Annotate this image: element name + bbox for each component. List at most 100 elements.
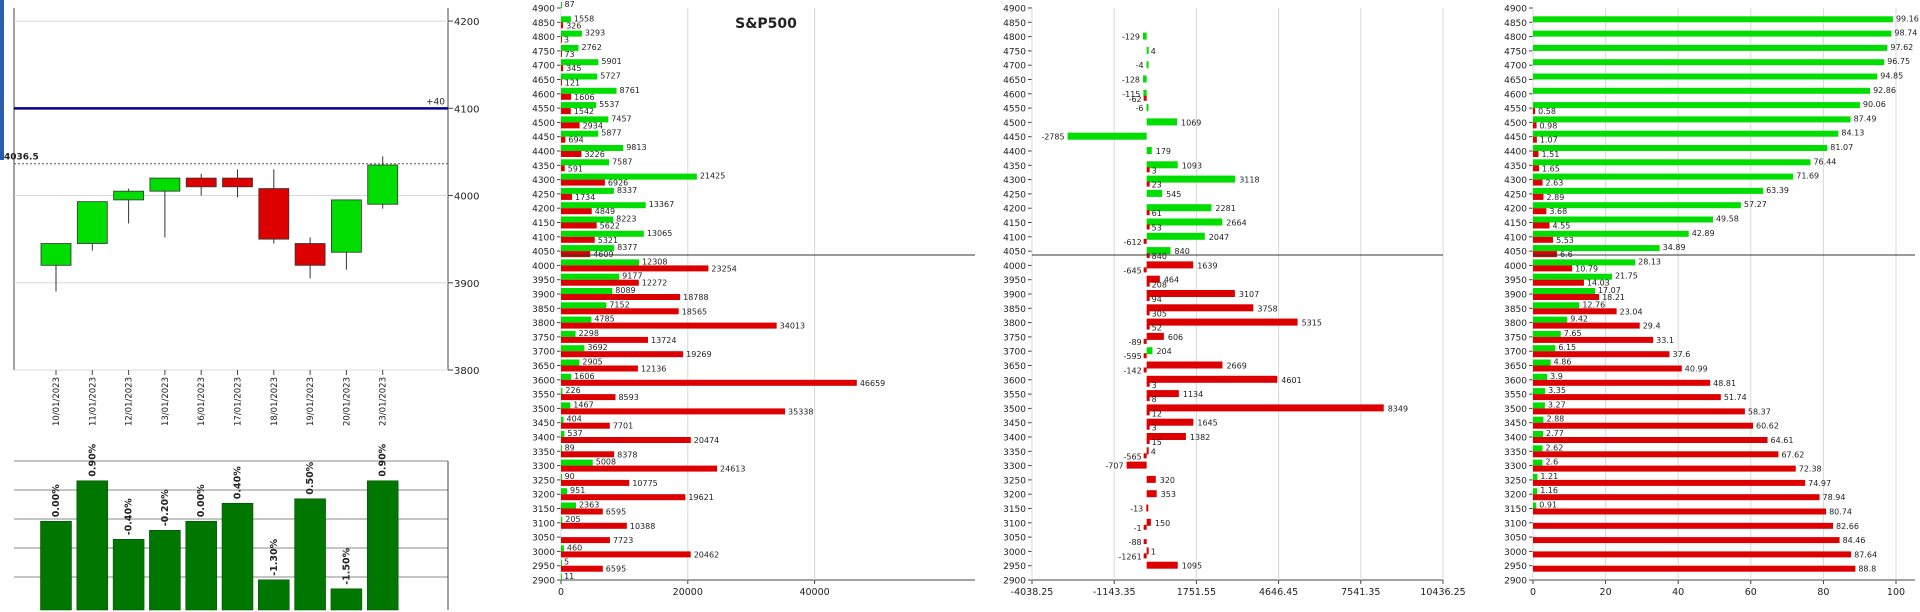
volume-put-bar [561, 108, 571, 115]
volume-call-label: 9813 [626, 143, 646, 152]
prob-put-label: 10.79 [1575, 264, 1598, 273]
net-bar [1146, 447, 1149, 455]
volume-put-label: 20474 [694, 436, 719, 445]
net-bar [1146, 218, 1223, 226]
volume-call-label: 87 [565, 0, 575, 9]
candles-x-tick-label: 13/01/2023 [161, 377, 171, 426]
prob-put-label: 67.62 [1781, 450, 1804, 459]
net-bar-label: -115 [1122, 90, 1140, 99]
prob-call-label: 28.13 [1638, 257, 1661, 266]
volume-call-label: 13065 [647, 229, 672, 238]
volume-put-bar [561, 279, 639, 286]
volume-y-tick-label: 4200 [532, 205, 555, 215]
volume-y-tick-label: 4000 [532, 262, 555, 272]
prob-y-tick-label: 3650 [1504, 362, 1527, 372]
candlestick-chart: 4200 4100 4000 3900 3800 +40 4036.5 10/01/2023 1… [4, 8, 479, 426]
volume-put-label: 326 [566, 21, 581, 30]
net-small-bar [1146, 167, 1150, 173]
volume-y-tick-label: 3800 [532, 319, 555, 329]
volume-call-bar [561, 245, 615, 252]
volume-y-tick-label: 3250 [532, 476, 555, 486]
volume-y-tick-label: 3500 [532, 405, 555, 415]
volume-put-bar [561, 165, 565, 172]
prob-call-bar [1533, 416, 1544, 423]
prob-y-tick-label: 3550 [1504, 391, 1527, 401]
net-bar-label: 3118 [1239, 176, 1259, 185]
volume-put-bar [561, 465, 718, 472]
prob-put-label: 2.89 [1546, 193, 1564, 202]
volume-call-label: 5727 [600, 72, 620, 81]
window-edge [0, 0, 4, 160]
volume-put-label: 5622 [600, 222, 620, 231]
prob-put-label: 2.63 [1546, 179, 1564, 188]
volume-put-bar [561, 36, 562, 43]
volume-call-bar [561, 445, 562, 452]
net-bar-label: 4 [1151, 447, 1156, 456]
volume-put-bar [561, 551, 691, 558]
volume-put-label: 694 [568, 136, 583, 145]
net-bar [1146, 46, 1149, 54]
prob-y-tick-label: 3700 [1504, 348, 1527, 358]
net-y-tick-label: 4050 [1003, 248, 1026, 258]
prob-call-bar [1533, 245, 1660, 252]
prob-y-tick-label: 4400 [1504, 148, 1527, 158]
volume-put-bar [561, 408, 786, 415]
prob-call-bar [1533, 116, 1851, 123]
prob-call-label: 84.13 [1841, 129, 1864, 138]
prob-call-bar [1533, 402, 1545, 409]
prob-y-tick-label: 3750 [1504, 333, 1527, 343]
prob-call-bar [1533, 288, 1595, 294]
volume-put-bar [561, 122, 580, 129]
volume-put-bar [561, 351, 684, 358]
prob-call-label: 3.35 [1548, 386, 1566, 395]
net-y-tick-label: 4450 [1003, 133, 1026, 143]
net-bar [1143, 75, 1147, 83]
volume-y-tick-label: 3850 [532, 305, 555, 315]
volume-y-tick-label: 4500 [532, 119, 555, 129]
volume-put-label: 18788 [683, 293, 708, 302]
prob-put-bar [1533, 465, 1796, 472]
prob-put-label: 60.62 [1756, 422, 1779, 431]
prob-put-bar [1533, 565, 1856, 572]
net-y-tick-label: 4100 [1003, 233, 1026, 243]
prob-put-label: 1.65 [1542, 164, 1560, 173]
volume-put-label: 1606 [574, 93, 594, 102]
prob-put-label: 18.21 [1602, 293, 1625, 302]
net-y-tick-label: 4000 [1003, 262, 1026, 272]
volume-call-label: 5901 [601, 57, 621, 66]
prob-call-label: 76.44 [1813, 157, 1836, 166]
volume-y-tick-label: 3050 [532, 534, 555, 544]
volume-call-label: 4785 [594, 315, 614, 324]
prob-call-label: 71.69 [1796, 172, 1819, 181]
prob-call-label: 57.27 [1744, 200, 1767, 209]
volume-call-label: 8223 [616, 215, 636, 224]
candles-level-label: +40 [426, 97, 445, 107]
prob-call-bar [1533, 459, 1543, 466]
net-y-tick-label: 3250 [1003, 476, 1026, 486]
volume-call-bar [561, 145, 624, 151]
volume-call-label: 8761 [620, 86, 640, 95]
net-y-tick-label: 4500 [1003, 119, 1026, 129]
pct-bar-label: -1.30% [269, 538, 280, 575]
prob-put-label: 74.97 [1808, 479, 1831, 488]
net-y-tick-label: 3650 [1003, 362, 1026, 372]
prob-call-label: 1.16 [1540, 486, 1558, 495]
prob-put-bar [1533, 394, 1721, 401]
net-small-bar [1143, 338, 1147, 344]
volume-call-bar [561, 30, 582, 37]
net-bar [1146, 404, 1384, 412]
net-bar [1146, 147, 1152, 154]
prob-put-label: 87.64 [1854, 550, 1877, 559]
net-small-label: -1261 [1118, 552, 1141, 561]
net-bar-label: 2281 [1215, 204, 1235, 213]
net-bar [1146, 189, 1163, 197]
prob-x-tick-label: 60 [1745, 587, 1757, 598]
volume-y-tick-label: 4800 [532, 33, 555, 43]
net-bar-label: 4601 [1281, 376, 1301, 385]
volume-call-bar [561, 345, 585, 352]
volume-put-bar [561, 494, 686, 501]
prob-y-tick-label: 4900 [1504, 5, 1527, 15]
volume-y-tick-label: 4550 [532, 105, 555, 115]
prob-call-label: 81.07 [1830, 143, 1853, 152]
